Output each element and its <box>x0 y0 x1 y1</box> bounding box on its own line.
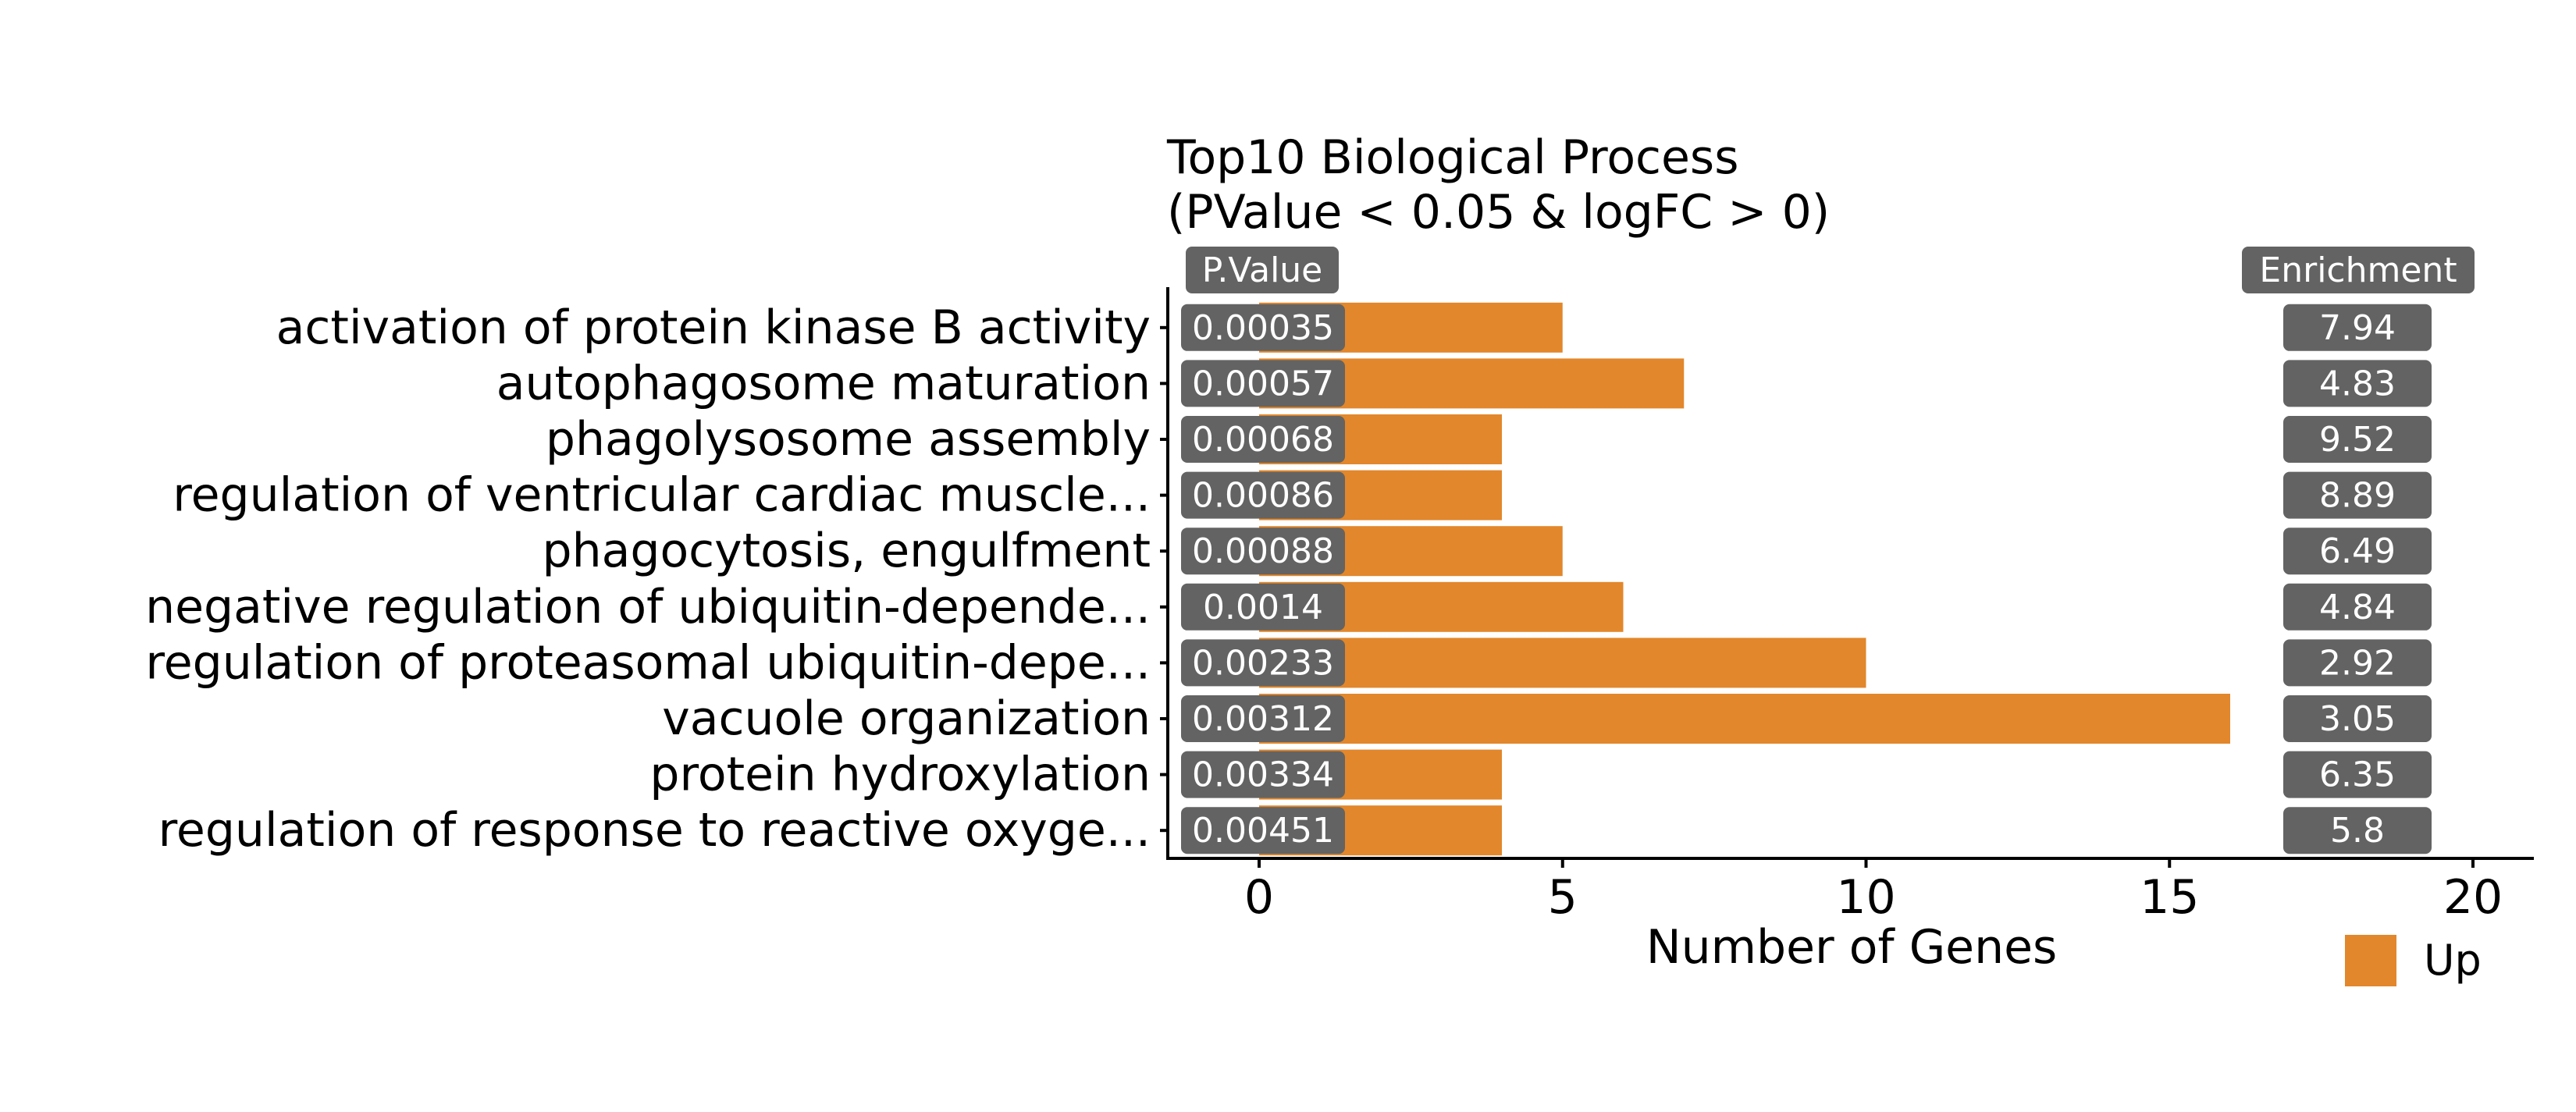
pvalue-box <box>1181 695 1345 742</box>
x-tick-label: 5 <box>1548 870 1578 925</box>
x-tick-label: 15 <box>2140 870 2199 925</box>
pvalue-box <box>1181 583 1345 631</box>
enrichment-header-text: Enrichment <box>2259 250 2457 290</box>
pvalue-box <box>1181 304 1345 351</box>
pvalue-box <box>1181 416 1345 463</box>
pvalue-text: 0.00068 <box>1192 420 1334 460</box>
pvalue-box <box>1181 528 1345 575</box>
pvalue-label: 0.00068 <box>1181 416 1345 463</box>
enrichment-label: 6.35 <box>2283 751 2432 798</box>
pvalue-box <box>1181 639 1345 687</box>
enrichment-text: 7.94 <box>2319 308 2396 348</box>
x-tick-label: 20 <box>2443 870 2503 925</box>
enrichment-label: 7.94 <box>2283 304 2432 351</box>
category-label: vacuole organization <box>662 691 1151 746</box>
enrichment-label: 4.84 <box>2283 583 2432 631</box>
legend-swatch <box>2345 935 2396 986</box>
enrichment-label: 8.89 <box>2283 471 2432 519</box>
enrichment-box <box>2283 471 2432 519</box>
enrichment-label: 2.92 <box>2283 639 2432 687</box>
enrichment-text: 8.89 <box>2319 476 2396 516</box>
enrichment-box <box>2283 583 2432 631</box>
pvalue-header-box <box>1186 247 1339 293</box>
pvalue-label: 0.00334 <box>1181 751 1345 798</box>
enrichment-header: Enrichment <box>2242 247 2475 293</box>
pvalue-text: 0.00451 <box>1192 811 1334 851</box>
pvalue-label: 0.00312 <box>1181 695 1345 742</box>
pvalue-label: 0.00086 <box>1181 471 1345 519</box>
pvalue-text: 0.00334 <box>1192 755 1334 795</box>
enrichment-label: 4.83 <box>2283 360 2432 407</box>
category-label: phagocytosis, engulfment <box>542 524 1151 578</box>
bar <box>1259 694 2230 744</box>
pvalue-text: 0.0014 <box>1203 588 1323 627</box>
axes: 0 5 10 15 20 <box>1160 287 2534 925</box>
x-axis-title: Number of Genes <box>1646 920 2058 975</box>
pvalue-header-text: P.Value <box>1202 250 1323 290</box>
category-label: regulation of proteasomal ubiquitin-depe… <box>145 635 1151 690</box>
enrichment-label: 9.52 <box>2283 416 2432 463</box>
enrichment-text: 5.8 <box>2330 811 2385 851</box>
bar <box>1259 638 1866 688</box>
enrichment-label: 5.8 <box>2283 807 2432 854</box>
pvalue-text: 0.00233 <box>1192 643 1334 683</box>
pvalue-text: 0.00088 <box>1192 531 1334 571</box>
enrichment-text: 6.35 <box>2319 755 2396 795</box>
enrichment-text: 4.83 <box>2319 364 2396 403</box>
category-label: protein hydroxylation <box>649 748 1151 802</box>
category-label: regulation of ventricular cardiac muscle… <box>173 468 1151 523</box>
pvalue-text: 0.00035 <box>1192 308 1334 348</box>
pvalue-label: 0.00233 <box>1181 639 1345 687</box>
enrichment-box <box>2283 639 2432 687</box>
enrichment-box <box>2283 528 2432 575</box>
pvalue-label: 0.00035 <box>1181 304 1345 351</box>
legend: Up <box>2345 935 2482 986</box>
enrichment-label: 3.05 <box>2283 695 2432 742</box>
pvalue-label: 0.00451 <box>1181 807 1345 854</box>
x-tick-label: 0 <box>1244 870 1274 925</box>
pvalue-labels: 0.00035 0.00057 0.00068 0.00086 0.00088 0.001… <box>1181 247 1345 854</box>
category-label: activation of protein kinase B activity <box>276 300 1151 355</box>
legend-label: Up <box>2424 936 2482 985</box>
chart-title: Top10 Biological Process <box>1166 130 1738 185</box>
enrichment-text: 2.92 <box>2319 643 2396 683</box>
pvalue-box <box>1181 751 1345 798</box>
pvalue-text: 0.00057 <box>1192 364 1334 403</box>
pvalue-box <box>1181 471 1345 519</box>
pvalue-label: 0.00088 <box>1181 528 1345 575</box>
chart-subtitle: (PValue < 0.05 & logFC > 0) <box>1167 185 1830 240</box>
category-label: autophagosome maturation <box>496 356 1151 410</box>
enrichment-text: 3.05 <box>2319 699 2396 739</box>
enrichment-labels: 7.94 4.83 9.52 8.89 6.49 4.84 2.92 3.05 6.35 5.8 E… <box>2242 247 2475 854</box>
enrichment-label: 6.49 <box>2283 528 2432 575</box>
category-label: phagolysosome assembly <box>546 412 1151 467</box>
enrichment-box <box>2283 416 2432 463</box>
enrichment-box <box>2283 304 2432 351</box>
enrichment-box <box>2283 807 2432 854</box>
pvalue-label: 0.0014 <box>1181 583 1345 631</box>
bars-layer <box>1259 302 2230 856</box>
pvalue-box <box>1181 807 1345 854</box>
enrichment-box <box>2283 360 2432 407</box>
enrichment-text: 6.49 <box>2319 531 2396 571</box>
category-label: negative regulation of ubiquitin-depende… <box>145 580 1151 634</box>
category-labels: activation of protein kinase B activitya… <box>145 300 1151 858</box>
pvalue-label: 0.00057 <box>1181 360 1345 407</box>
enrichment-text: 9.52 <box>2319 420 2396 460</box>
enrichment-box <box>2283 751 2432 798</box>
category-label: regulation of response to reactive oxyge… <box>158 803 1151 858</box>
x-tick-label: 10 <box>1836 870 1895 925</box>
pvalue-text: 0.00312 <box>1192 699 1334 739</box>
enrichment-header-box <box>2242 247 2475 293</box>
pvalue-text: 0.00086 <box>1192 476 1334 516</box>
pvalue-header: P.Value <box>1186 247 1339 293</box>
pvalue-box <box>1181 360 1345 407</box>
enrichment-box <box>2283 695 2432 742</box>
enrichment-text: 4.84 <box>2319 588 2396 627</box>
